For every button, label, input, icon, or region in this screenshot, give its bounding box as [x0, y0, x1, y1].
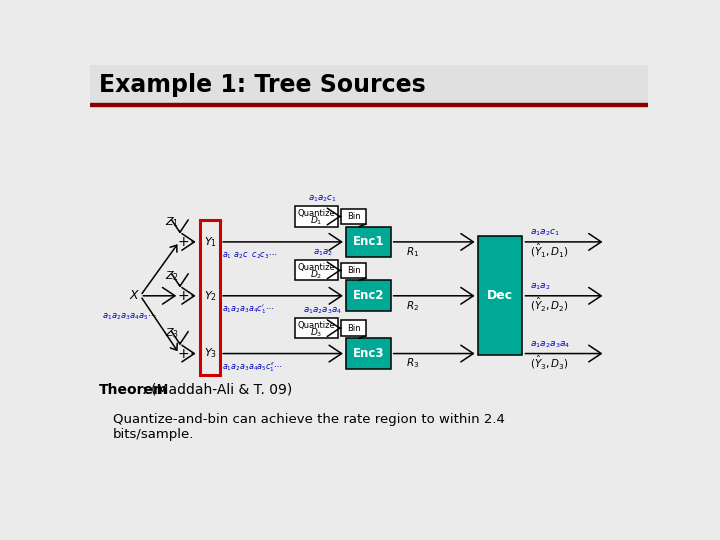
Text: Bin: Bin	[347, 212, 360, 221]
Text: Enc2: Enc2	[353, 289, 384, 302]
Bar	[90, 103, 648, 106]
Text: $D_1$: $D_1$	[310, 215, 323, 227]
Text: : (Maddah-Ali & T. 09): : (Maddah-Ali & T. 09)	[142, 383, 292, 397]
Text: $a_1a_2c_1$: $a_1a_2c_1$	[308, 193, 337, 204]
Text: $Z_2$: $Z_2$	[165, 269, 179, 282]
Text: Quantize: Quantize	[297, 321, 336, 329]
Text: $X$: $X$	[130, 289, 140, 302]
Text: Quantize: Quantize	[297, 263, 336, 272]
Text: $R_2$: $R_2$	[406, 299, 419, 313]
Text: Bin: Bin	[347, 323, 360, 333]
Bar	[346, 280, 391, 311]
Text: Bin: Bin	[347, 266, 360, 275]
Text: Enc1: Enc1	[353, 235, 384, 248]
Bar	[346, 338, 391, 369]
Bar	[341, 262, 366, 278]
Text: $a_1a_2$: $a_1a_2$	[530, 281, 551, 292]
Text: $a_1a_2a_3a_4a_5c_1^{\prime\prime}\cdots$: $a_1a_2a_3a_4a_5c_1^{\prime\prime}\cdots…	[222, 361, 283, 374]
Text: $a_1a_2a_3a_4a_5\cdots$: $a_1a_2a_3a_4a_5\cdots$	[102, 312, 156, 322]
Text: Dec: Dec	[487, 289, 513, 302]
Text: Enc3: Enc3	[353, 347, 384, 360]
Bar	[295, 260, 338, 280]
Bar	[90, 65, 648, 103]
Bar	[477, 236, 523, 355]
Bar	[346, 226, 391, 257]
Text: $Y_1$: $Y_1$	[204, 235, 217, 249]
Text: Example 1: Tree Sources: Example 1: Tree Sources	[99, 73, 426, 97]
Bar	[341, 320, 366, 336]
Text: $(\hat{Y}_3, D_3)$: $(\hat{Y}_3, D_3)$	[530, 353, 569, 371]
Text: Quantize: Quantize	[297, 209, 336, 218]
Text: $D_3$: $D_3$	[310, 327, 323, 339]
Text: $(\hat{Y}_2, D_2)$: $(\hat{Y}_2, D_2)$	[530, 295, 569, 313]
Text: $a_1a_2a_3a_4c_1^\prime\cdots$: $a_1a_2a_3a_4c_1^\prime\cdots$	[222, 303, 274, 316]
Text: $a_1\ a_2c\ \ c_2c_3\cdots$: $a_1\ a_2c\ \ c_2c_3\cdots$	[222, 251, 277, 261]
Bar	[295, 206, 338, 226]
Text: $Z_1$: $Z_1$	[165, 215, 179, 229]
Bar	[200, 220, 220, 375]
Text: $a_1a_2c_1$: $a_1a_2c_1$	[530, 227, 560, 238]
Bar	[341, 209, 366, 224]
Text: Quantize-and-bin can achieve the rate region to within 2.4
bits/sample.: Quantize-and-bin can achieve the rate re…	[113, 413, 505, 441]
Text: $a_1a_2$: $a_1a_2$	[312, 247, 333, 258]
Bar	[295, 318, 338, 338]
Text: $R_1$: $R_1$	[406, 245, 419, 259]
Text: $+$: $+$	[177, 289, 189, 303]
Text: $D_2$: $D_2$	[310, 269, 323, 281]
Text: $+$: $+$	[177, 235, 189, 249]
Text: $a_1a_2a_3a_4$: $a_1a_2a_3a_4$	[303, 305, 342, 316]
Text: Theorem: Theorem	[99, 383, 168, 397]
Text: $Y_3$: $Y_3$	[204, 347, 217, 361]
Text: $a_1a_2a_3a_4$: $a_1a_2a_3a_4$	[530, 339, 571, 349]
Text: $(\hat{Y}_1, D_1)$: $(\hat{Y}_1, D_1)$	[530, 241, 569, 259]
Text: $Y_2$: $Y_2$	[204, 289, 217, 303]
Text: $R_3$: $R_3$	[406, 356, 419, 370]
Text: $Z_3$: $Z_3$	[165, 327, 179, 340]
Text: $+$: $+$	[177, 347, 189, 361]
